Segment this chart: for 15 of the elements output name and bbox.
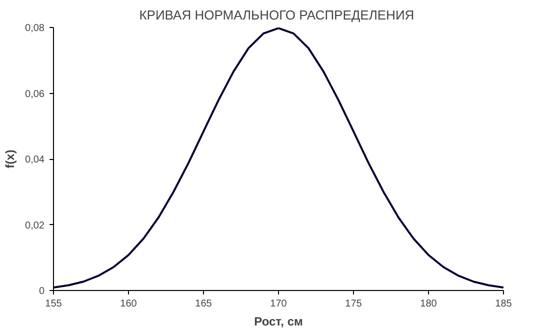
y-tick-label: 0,08 xyxy=(25,23,45,34)
x-axis-title: Рост, см xyxy=(254,314,303,328)
y-axis-title: f(x) xyxy=(3,150,18,168)
x-tick-label: 155 xyxy=(45,298,62,310)
y-tick-label: 0,04 xyxy=(25,154,45,166)
x-tick-label: 180 xyxy=(420,298,438,310)
y-tick-label: 0 xyxy=(38,286,45,297)
x-tick-label: 170 xyxy=(270,298,288,310)
x-tick-label: 175 xyxy=(345,298,362,310)
chart-title: КРИВАЯ НОРМАЛЬНОГО РАСПРЕДЕЛЕНИЯ xyxy=(139,8,414,22)
y-tick-label: 0,02 xyxy=(25,220,45,232)
x-tick-label: 185 xyxy=(495,298,512,310)
y-tick-label: 0,06 xyxy=(25,88,45,100)
x-tick-label: 165 xyxy=(195,298,212,310)
x-tick-label: 160 xyxy=(120,298,138,310)
